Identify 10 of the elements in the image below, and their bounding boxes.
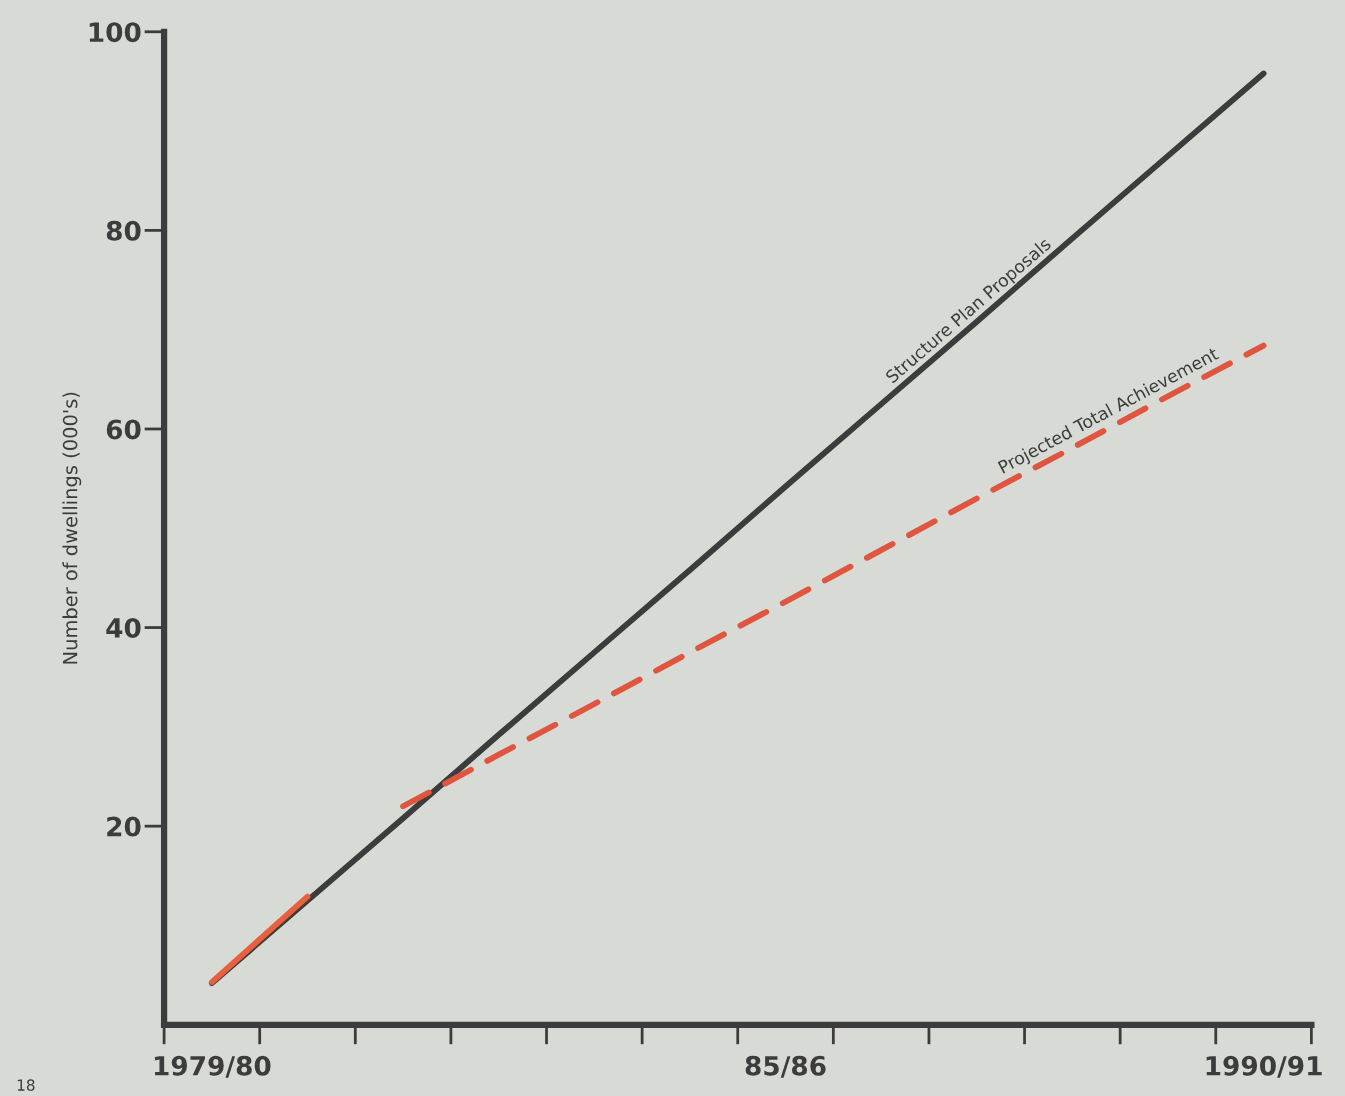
x-tick-label: 1990/91 (1206, 1055, 1322, 1078)
text: 18 (17, 1079, 35, 1091)
y-tick-label: 100 (89, 22, 141, 43)
y-axis-title: Number of dwellings (000's) (62, 392, 82, 664)
y-tick-label: 80 (106, 220, 141, 241)
y-tick-label: 60 (106, 419, 141, 440)
y-tick-label: 40 (106, 618, 141, 638)
x-tick-label: 1979/80 (154, 1055, 271, 1078)
x-tick-label: 85/86 (745, 1055, 826, 1078)
y-tick-label: 20 (107, 816, 141, 837)
